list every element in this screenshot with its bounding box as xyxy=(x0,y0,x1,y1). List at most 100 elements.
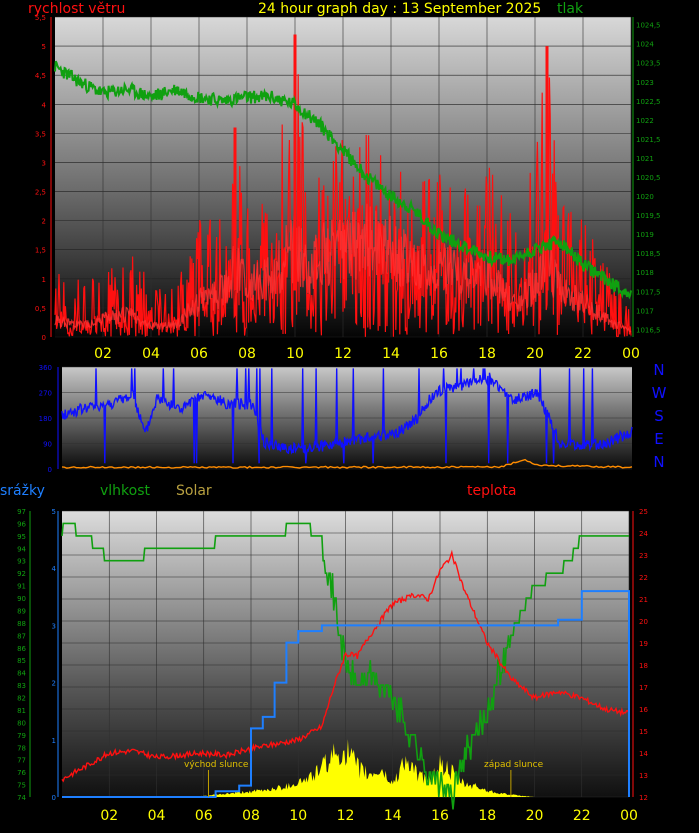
time-tick-label: 12 xyxy=(334,346,352,362)
pressure-line xyxy=(54,60,632,300)
humidity-tick-label: 86 xyxy=(17,645,26,653)
compass-letter: W xyxy=(652,384,667,402)
solar-label: Solar xyxy=(176,483,212,499)
rain-tick-label: 2 xyxy=(52,680,56,688)
pressure-tick-label: 1016,5 xyxy=(636,326,661,334)
temp-humidity-grid xyxy=(62,510,630,798)
sunrise-annotation: východ slunce xyxy=(184,760,249,770)
time-tick-label: 02 xyxy=(100,808,118,824)
humidity-tick-label: 76 xyxy=(17,769,26,777)
wind-gust-line xyxy=(54,34,632,338)
direction-axes: 0 90 180 270 360 xyxy=(39,364,59,474)
pressure-tick-label: 1020 xyxy=(636,193,654,201)
rain-tick-label: 1 xyxy=(52,737,56,745)
temp-humidity-series xyxy=(61,522,630,810)
rain-tick-label: 4 xyxy=(52,565,57,573)
wind-tick-label: 3,5 xyxy=(35,130,46,138)
humidity-tick-label: 74 xyxy=(17,794,26,802)
compass-letter: S xyxy=(654,407,664,425)
rain-tick-label: 3 xyxy=(52,622,56,630)
wind-average-line xyxy=(54,203,632,333)
temperature-tick-label: 24 xyxy=(639,530,648,538)
pressure-tick-label: 1020,5 xyxy=(636,174,661,182)
direction-tick-label: 360 xyxy=(39,364,52,372)
time-tick-label: 22 xyxy=(574,346,592,362)
time-tick-label: 20 xyxy=(526,346,544,362)
humidity-tick-label: 79 xyxy=(17,732,26,740)
wind-tick-label: 0,5 xyxy=(35,305,46,313)
time-tick-label: 18 xyxy=(478,808,496,824)
pressure-tick-label: 1022,5 xyxy=(636,98,661,106)
humidity-tick-label: 88 xyxy=(17,620,26,628)
humidity-tick-label: 82 xyxy=(17,695,26,703)
rain-tick-label: 0 xyxy=(52,794,56,802)
temperature-line xyxy=(61,549,630,783)
time-tick-label: 20 xyxy=(526,808,544,824)
wind-tick-label: 3 xyxy=(42,159,46,167)
humidity-tick-label: 89 xyxy=(17,607,26,615)
rain-tick-label: 5 xyxy=(52,508,56,516)
wind-tick-label: 1,5 xyxy=(35,247,46,255)
humidity-tick-label: 91 xyxy=(17,583,26,591)
sunset-annotation: západ slunce xyxy=(484,760,544,770)
temperature-tick-label: 16 xyxy=(639,706,648,714)
solar-area xyxy=(191,739,535,797)
pressure-tick-label: 1021 xyxy=(636,155,654,163)
pressure-tick-label: 1024,5 xyxy=(636,22,661,30)
time-tick-label: 22 xyxy=(573,808,591,824)
humidity-tick-label: 95 xyxy=(17,533,26,541)
time-tick-label: 18 xyxy=(478,346,496,362)
temperature-tick-label: 15 xyxy=(639,728,648,736)
direction-line xyxy=(61,368,633,464)
time-tick-label: 00 xyxy=(622,346,640,362)
humidity-tick-label: 96 xyxy=(17,520,26,528)
pressure-tick-label: 1022 xyxy=(636,117,654,125)
humidity-tick-label: 94 xyxy=(17,545,26,553)
humidity-tick-label: 90 xyxy=(17,595,26,603)
time-tick-label: 08 xyxy=(238,346,256,362)
temperature-tick-label: 18 xyxy=(639,662,648,670)
humidity-tick-label: 85 xyxy=(17,657,26,665)
wind-tick-label: 0 xyxy=(42,334,46,342)
temperature-tick-label: 23 xyxy=(639,552,648,560)
humidity-tick-label: 75 xyxy=(17,782,26,790)
time-tick-label: 04 xyxy=(142,346,160,362)
humidity-tick-label: 87 xyxy=(17,632,26,640)
wind-tick-label: 2 xyxy=(42,218,46,226)
pressure-tick-label: 1017 xyxy=(636,307,654,315)
pressure-tick-label: 1019 xyxy=(636,231,654,239)
wind-tick-label: 5,5 xyxy=(35,14,46,22)
wind-tick-label: 4 xyxy=(42,101,47,109)
humidity-tick-label: 93 xyxy=(17,558,26,566)
time-tick-label: 14 xyxy=(384,808,402,824)
pressure-label: tlak xyxy=(557,1,584,17)
humidity-tick-label: 78 xyxy=(17,744,26,752)
humidity-line xyxy=(61,522,629,810)
time-tick-label: 06 xyxy=(190,346,208,362)
wind-pressure-axes: 0 0,5 1 1,5 2 2,5 3 3,5 4 4,5 5 5,5 1016,5 1017 1017,5… xyxy=(35,14,661,362)
wind-tick-label: 2,5 xyxy=(35,189,46,197)
temperature-tick-label: 12 xyxy=(639,794,648,802)
humidity-tick-label: 83 xyxy=(17,682,26,690)
humidity-tick-label: 97 xyxy=(17,508,26,516)
time-tick-label: 16 xyxy=(430,346,448,362)
temperature-tick-label: 19 xyxy=(639,640,648,648)
time-tick-label: 10 xyxy=(289,808,307,824)
pressure-tick-label: 1024 xyxy=(636,41,654,49)
temperature-tick-label: 20 xyxy=(639,618,648,626)
time-tick-label: 14 xyxy=(382,346,400,362)
chart-title: 24 hour graph day : 13 September 2025 xyxy=(258,1,541,17)
temperature-label: teplota xyxy=(467,483,517,499)
pressure-tick-label: 1023 xyxy=(636,79,654,87)
temperature-tick-label: 21 xyxy=(639,596,648,604)
pressure-tick-label: 1023,5 xyxy=(636,60,661,68)
humidity-tick-label: 80 xyxy=(17,719,26,727)
temperature-tick-label: 22 xyxy=(639,574,648,582)
rain-label: srážky xyxy=(0,483,45,499)
time-tick-label: 08 xyxy=(242,808,260,824)
time-tick-label: 12 xyxy=(337,808,355,824)
pressure-tick-label: 1021,5 xyxy=(636,136,661,144)
wind-label: rychlost větru xyxy=(28,1,125,17)
